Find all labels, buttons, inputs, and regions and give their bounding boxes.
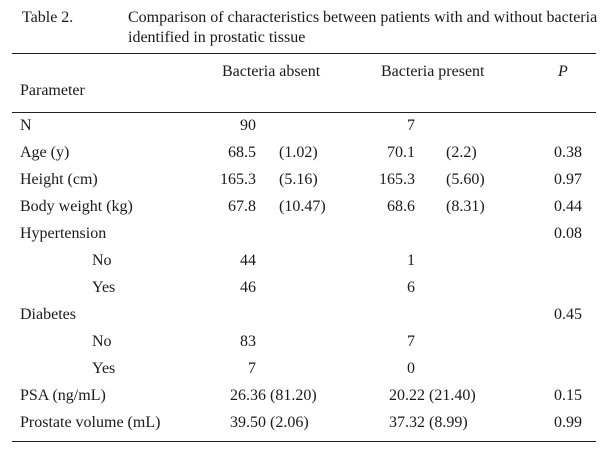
row-label: Prostate volume (mL)	[20, 414, 161, 431]
p-value: 0.44	[554, 198, 582, 215]
row-label: Age (y)	[20, 144, 70, 161]
absent-value: 26.36 (81.20)	[230, 387, 317, 404]
present-value: 68.6	[387, 198, 415, 215]
absent-sd: (1.02)	[279, 144, 318, 161]
header-p-value: P	[558, 63, 568, 80]
absent-value: 83	[240, 333, 256, 350]
present-sd: (8.31)	[446, 198, 485, 215]
present-sd: (2.2)	[446, 144, 477, 161]
table-row: N 90 7	[0, 113, 604, 140]
absent-value: 7	[248, 360, 256, 377]
p-value: 0.15	[554, 387, 582, 404]
absent-value: 165.3	[220, 171, 256, 188]
table-row: Yes 7 0	[0, 356, 604, 383]
table-row: No 44 1	[0, 248, 604, 275]
table-row: No 83 7	[0, 329, 604, 356]
present-value: 0	[407, 360, 415, 377]
absent-value: 46	[240, 279, 256, 296]
table-row: Age (y) 68.5 (1.02) 70.1 (2.2) 0.38	[0, 140, 604, 167]
row-label: PSA (ng/mL)	[20, 387, 106, 404]
table-caption: Table 2. Comparison of characteristics b…	[0, 8, 604, 48]
absent-value: 90	[240, 117, 256, 134]
table-row: Prostate volume (mL) 39.50 (2.06) 37.32 …	[0, 410, 604, 437]
header-bacteria-present: Bacteria present	[381, 63, 485, 80]
row-label: N	[20, 117, 32, 134]
absent-sd: (10.47)	[279, 198, 326, 215]
present-value: 165.3	[379, 171, 415, 188]
absent-value: 68.5	[228, 144, 256, 161]
row-sublabel: No	[92, 333, 112, 350]
row-label: Body weight (kg)	[20, 198, 133, 215]
absent-value: 44	[240, 252, 256, 269]
row-sublabel: Yes	[92, 279, 116, 296]
p-value: 0.08	[554, 225, 582, 242]
present-value: 37.32 (8.99)	[389, 414, 468, 431]
header-rule	[12, 112, 596, 113]
row-sublabel: No	[92, 252, 112, 269]
table-row: PSA (ng/mL) 26.36 (81.20) 20.22 (21.40) …	[0, 383, 604, 410]
present-value: 1	[407, 252, 415, 269]
row-label: Diabetes	[20, 306, 76, 323]
table-row: Body weight (kg) 67.8 (10.47) 68.6 (8.31…	[0, 194, 604, 221]
p-value: 0.99	[554, 414, 582, 431]
table-row: Yes 46 6	[0, 275, 604, 302]
present-value: 7	[407, 117, 415, 134]
top-rule	[12, 53, 596, 54]
present-value: 6	[407, 279, 415, 296]
table-row: Height (cm) 165.3 (5.16) 165.3 (5.60) 0.…	[0, 167, 604, 194]
p-value: 0.45	[554, 306, 582, 323]
p-value: 0.97	[554, 171, 582, 188]
row-sublabel: Yes	[92, 360, 116, 377]
table-row: Diabetes 0.45	[0, 302, 604, 329]
row-label: Hypertension	[20, 225, 107, 242]
table-number: Table 2.	[22, 9, 74, 26]
bottom-rule	[12, 441, 596, 442]
table-title: Comparison of characteristics between pa…	[128, 9, 598, 46]
absent-value: 39.50 (2.06)	[230, 414, 309, 431]
header-parameter: Parameter	[20, 82, 85, 99]
header-bacteria-absent: Bacteria absent	[222, 63, 321, 80]
p-value: 0.38	[554, 144, 582, 161]
absent-value: 67.8	[228, 198, 256, 215]
row-label: Height (cm)	[20, 171, 98, 188]
present-value: 7	[407, 333, 415, 350]
table-row: Hypertension 0.08	[0, 221, 604, 248]
present-value: 20.22 (21.40)	[389, 387, 476, 404]
present-value: 70.1	[387, 144, 415, 161]
present-sd: (5.60)	[446, 171, 485, 188]
absent-sd: (5.16)	[279, 171, 318, 188]
